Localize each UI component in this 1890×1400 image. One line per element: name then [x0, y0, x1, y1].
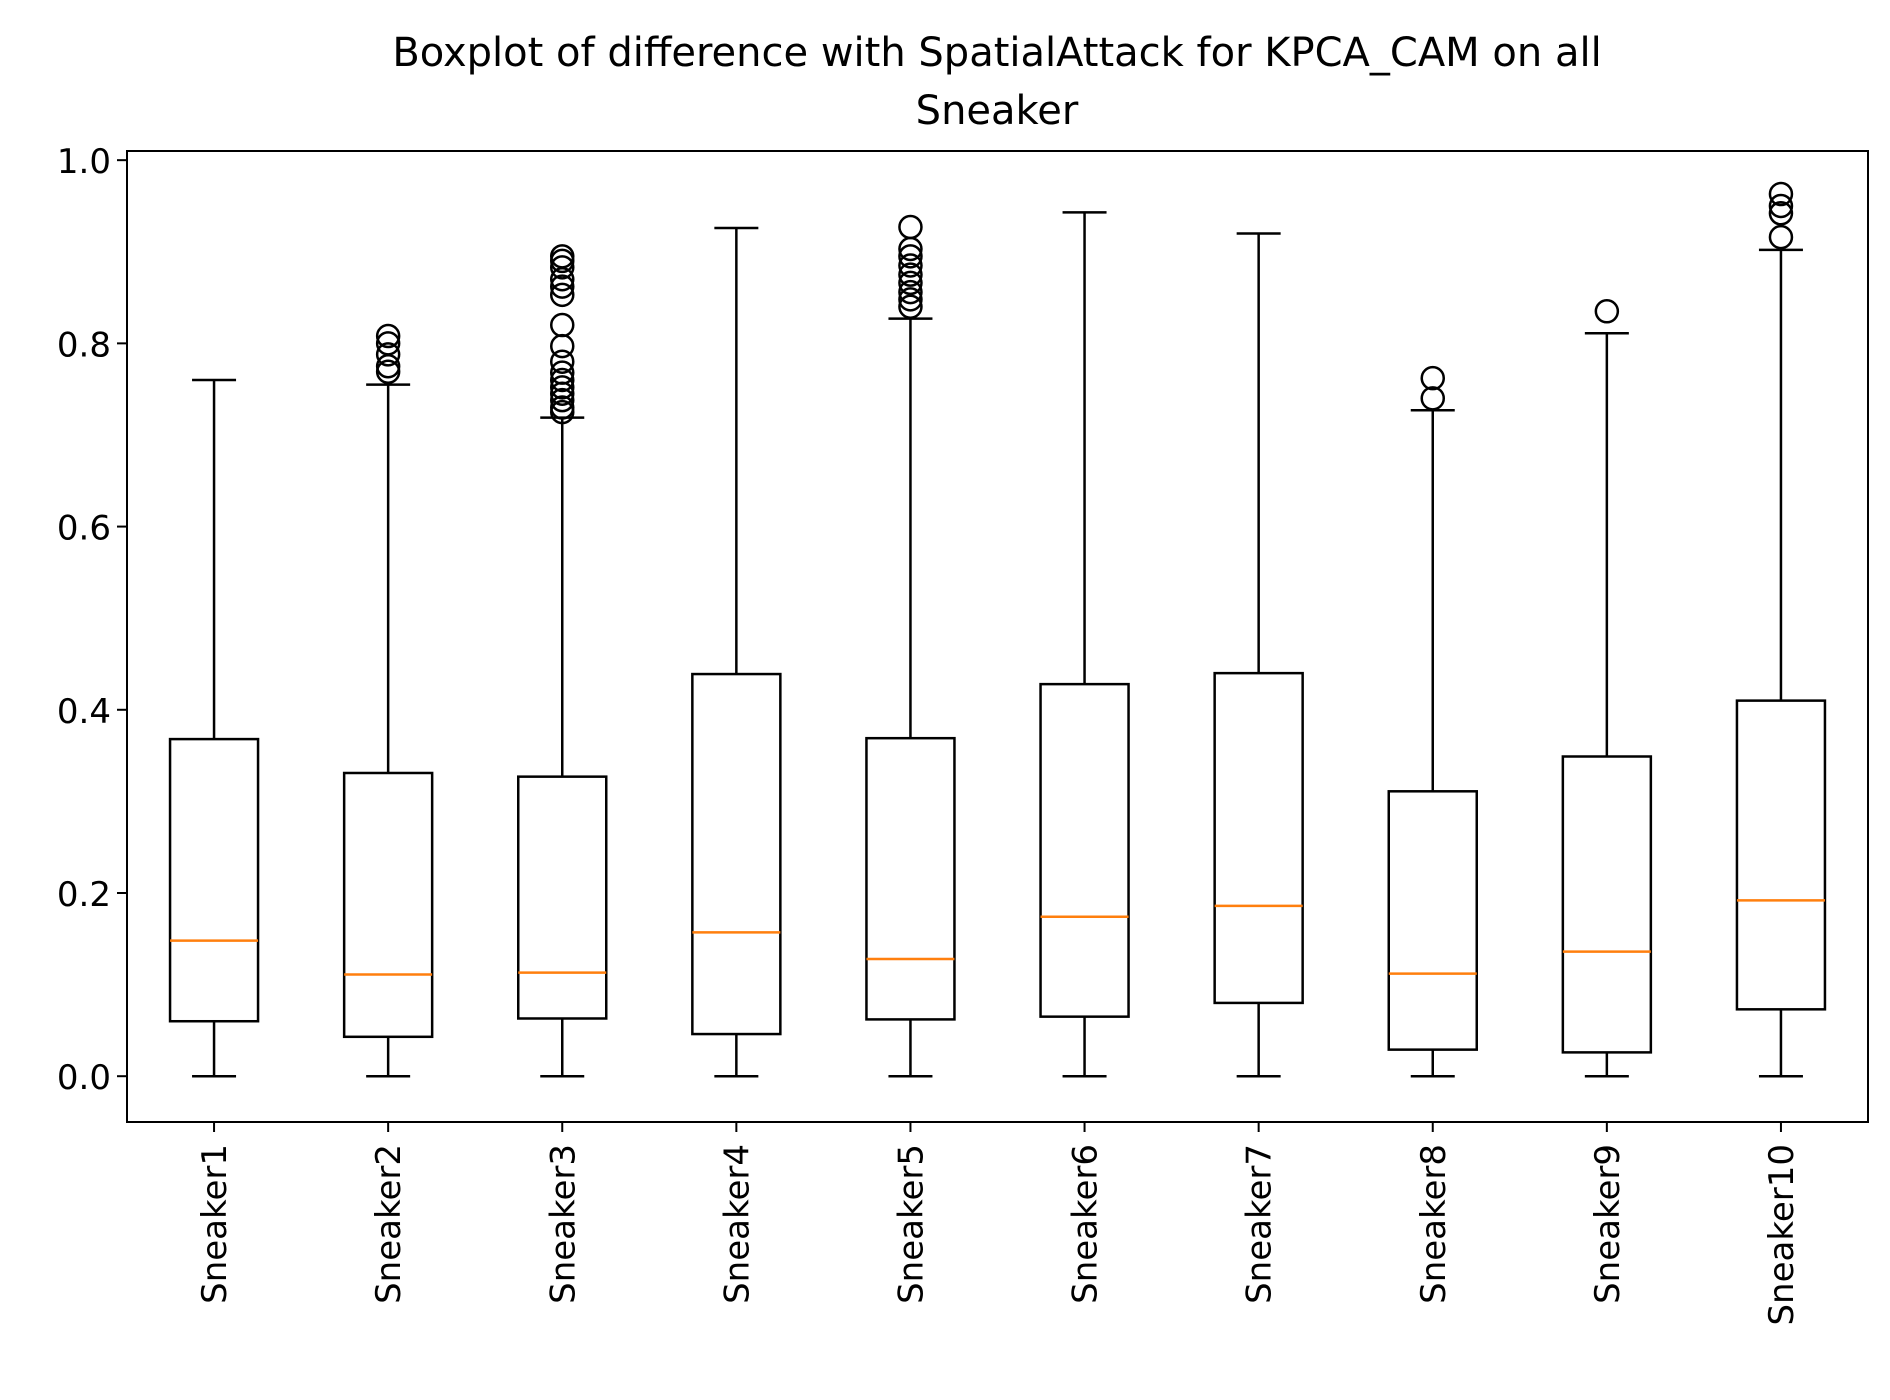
outlier-point [898, 287, 923, 312]
x-axis: Sneaker1 Sneaker2 Sneaker3 Sneaker4 Sneaker5… [195, 1122, 1802, 1326]
outlier-point [1768, 181, 1794, 207]
y-tick-label: 0.0 [57, 1058, 111, 1098]
outlier-point [550, 255, 575, 280]
chart-title-line-1: Boxplot of difference with SpatialAttack… [392, 30, 1601, 76]
outlier-point [550, 282, 575, 308]
box-iqr [1561, 755, 1653, 1054]
box-iqr [1387, 790, 1478, 1051]
x-tick-label: Sneaker3 [543, 1144, 583, 1304]
box-iqr [865, 736, 956, 1021]
box-group [517, 244, 608, 1078]
box-group [1735, 181, 1827, 1078]
box-iqr [1735, 699, 1827, 1011]
box-group [691, 226, 782, 1078]
box-iqr [1039, 682, 1130, 1018]
outlier-point [550, 387, 575, 413]
box-group [342, 323, 434, 1078]
plot-area [168, 181, 1827, 1078]
outlier-point [898, 214, 923, 240]
box-iqr [691, 672, 782, 1036]
box-group [1039, 211, 1130, 1078]
outlier-point [550, 312, 575, 338]
x-tick-label: Sneaker10 [1762, 1144, 1802, 1326]
outlier-point [898, 294, 923, 319]
outlier-point [550, 395, 575, 420]
x-tick-label: Sneaker4 [717, 1144, 757, 1304]
box-group [865, 214, 956, 1078]
y-tick-label: 0.2 [57, 875, 111, 915]
outlier-point [550, 360, 575, 385]
y-tick-label: 1.0 [57, 142, 111, 182]
box-iqr [517, 775, 608, 1020]
chart-title-line-2: Sneaker [916, 88, 1079, 134]
outlier-point [898, 270, 923, 296]
outlier-point [375, 331, 401, 356]
outlier-point [375, 323, 401, 349]
y-tick-label: 0.8 [57, 325, 111, 365]
outlier-point [550, 333, 575, 359]
box-iqr [1213, 671, 1304, 1005]
outlier-point [1420, 386, 1445, 411]
outlier-point [1420, 365, 1445, 391]
outlier-point [1768, 201, 1794, 226]
outlier-point [1768, 224, 1794, 250]
outlier-point [898, 279, 923, 305]
x-tick-label: Sneaker5 [891, 1144, 931, 1304]
x-tick-label: Sneaker8 [1414, 1144, 1454, 1304]
outlier-point [375, 359, 401, 385]
outlier-point [898, 244, 923, 269]
x-tick-label: Sneaker6 [1066, 1144, 1106, 1304]
outlier-point [1768, 193, 1794, 219]
x-tick-label: Sneaker2 [369, 1144, 409, 1304]
outlier-point [898, 253, 923, 278]
y-tick-label: 0.4 [57, 692, 111, 732]
outlier-point [375, 342, 401, 367]
outlier-point [550, 367, 575, 393]
box-group [1387, 365, 1478, 1078]
y-axis: 0.0 0.2 0.4 0.6 0.8 1.0 [57, 142, 127, 1098]
outlier-point [550, 349, 575, 374]
chart-title: Boxplot of difference with SpatialAttack… [392, 30, 1601, 134]
box-iqr [168, 737, 260, 1023]
outlier-point [550, 375, 575, 400]
x-tick-label: Sneaker1 [195, 1144, 235, 1304]
box-group [168, 378, 260, 1078]
box-group [1213, 232, 1304, 1078]
axes-frame [126, 150, 1869, 1123]
box-iqr [342, 771, 434, 1039]
outlier-point [550, 244, 575, 269]
outlier-point [1594, 299, 1620, 324]
box-group [1561, 299, 1653, 1078]
outlier-point [550, 274, 575, 299]
x-tick-label: Sneaker9 [1588, 1144, 1628, 1304]
y-tick-label: 0.6 [57, 509, 111, 549]
x-tick-label: Sneaker7 [1240, 1144, 1280, 1304]
outlier-point [898, 262, 923, 287]
